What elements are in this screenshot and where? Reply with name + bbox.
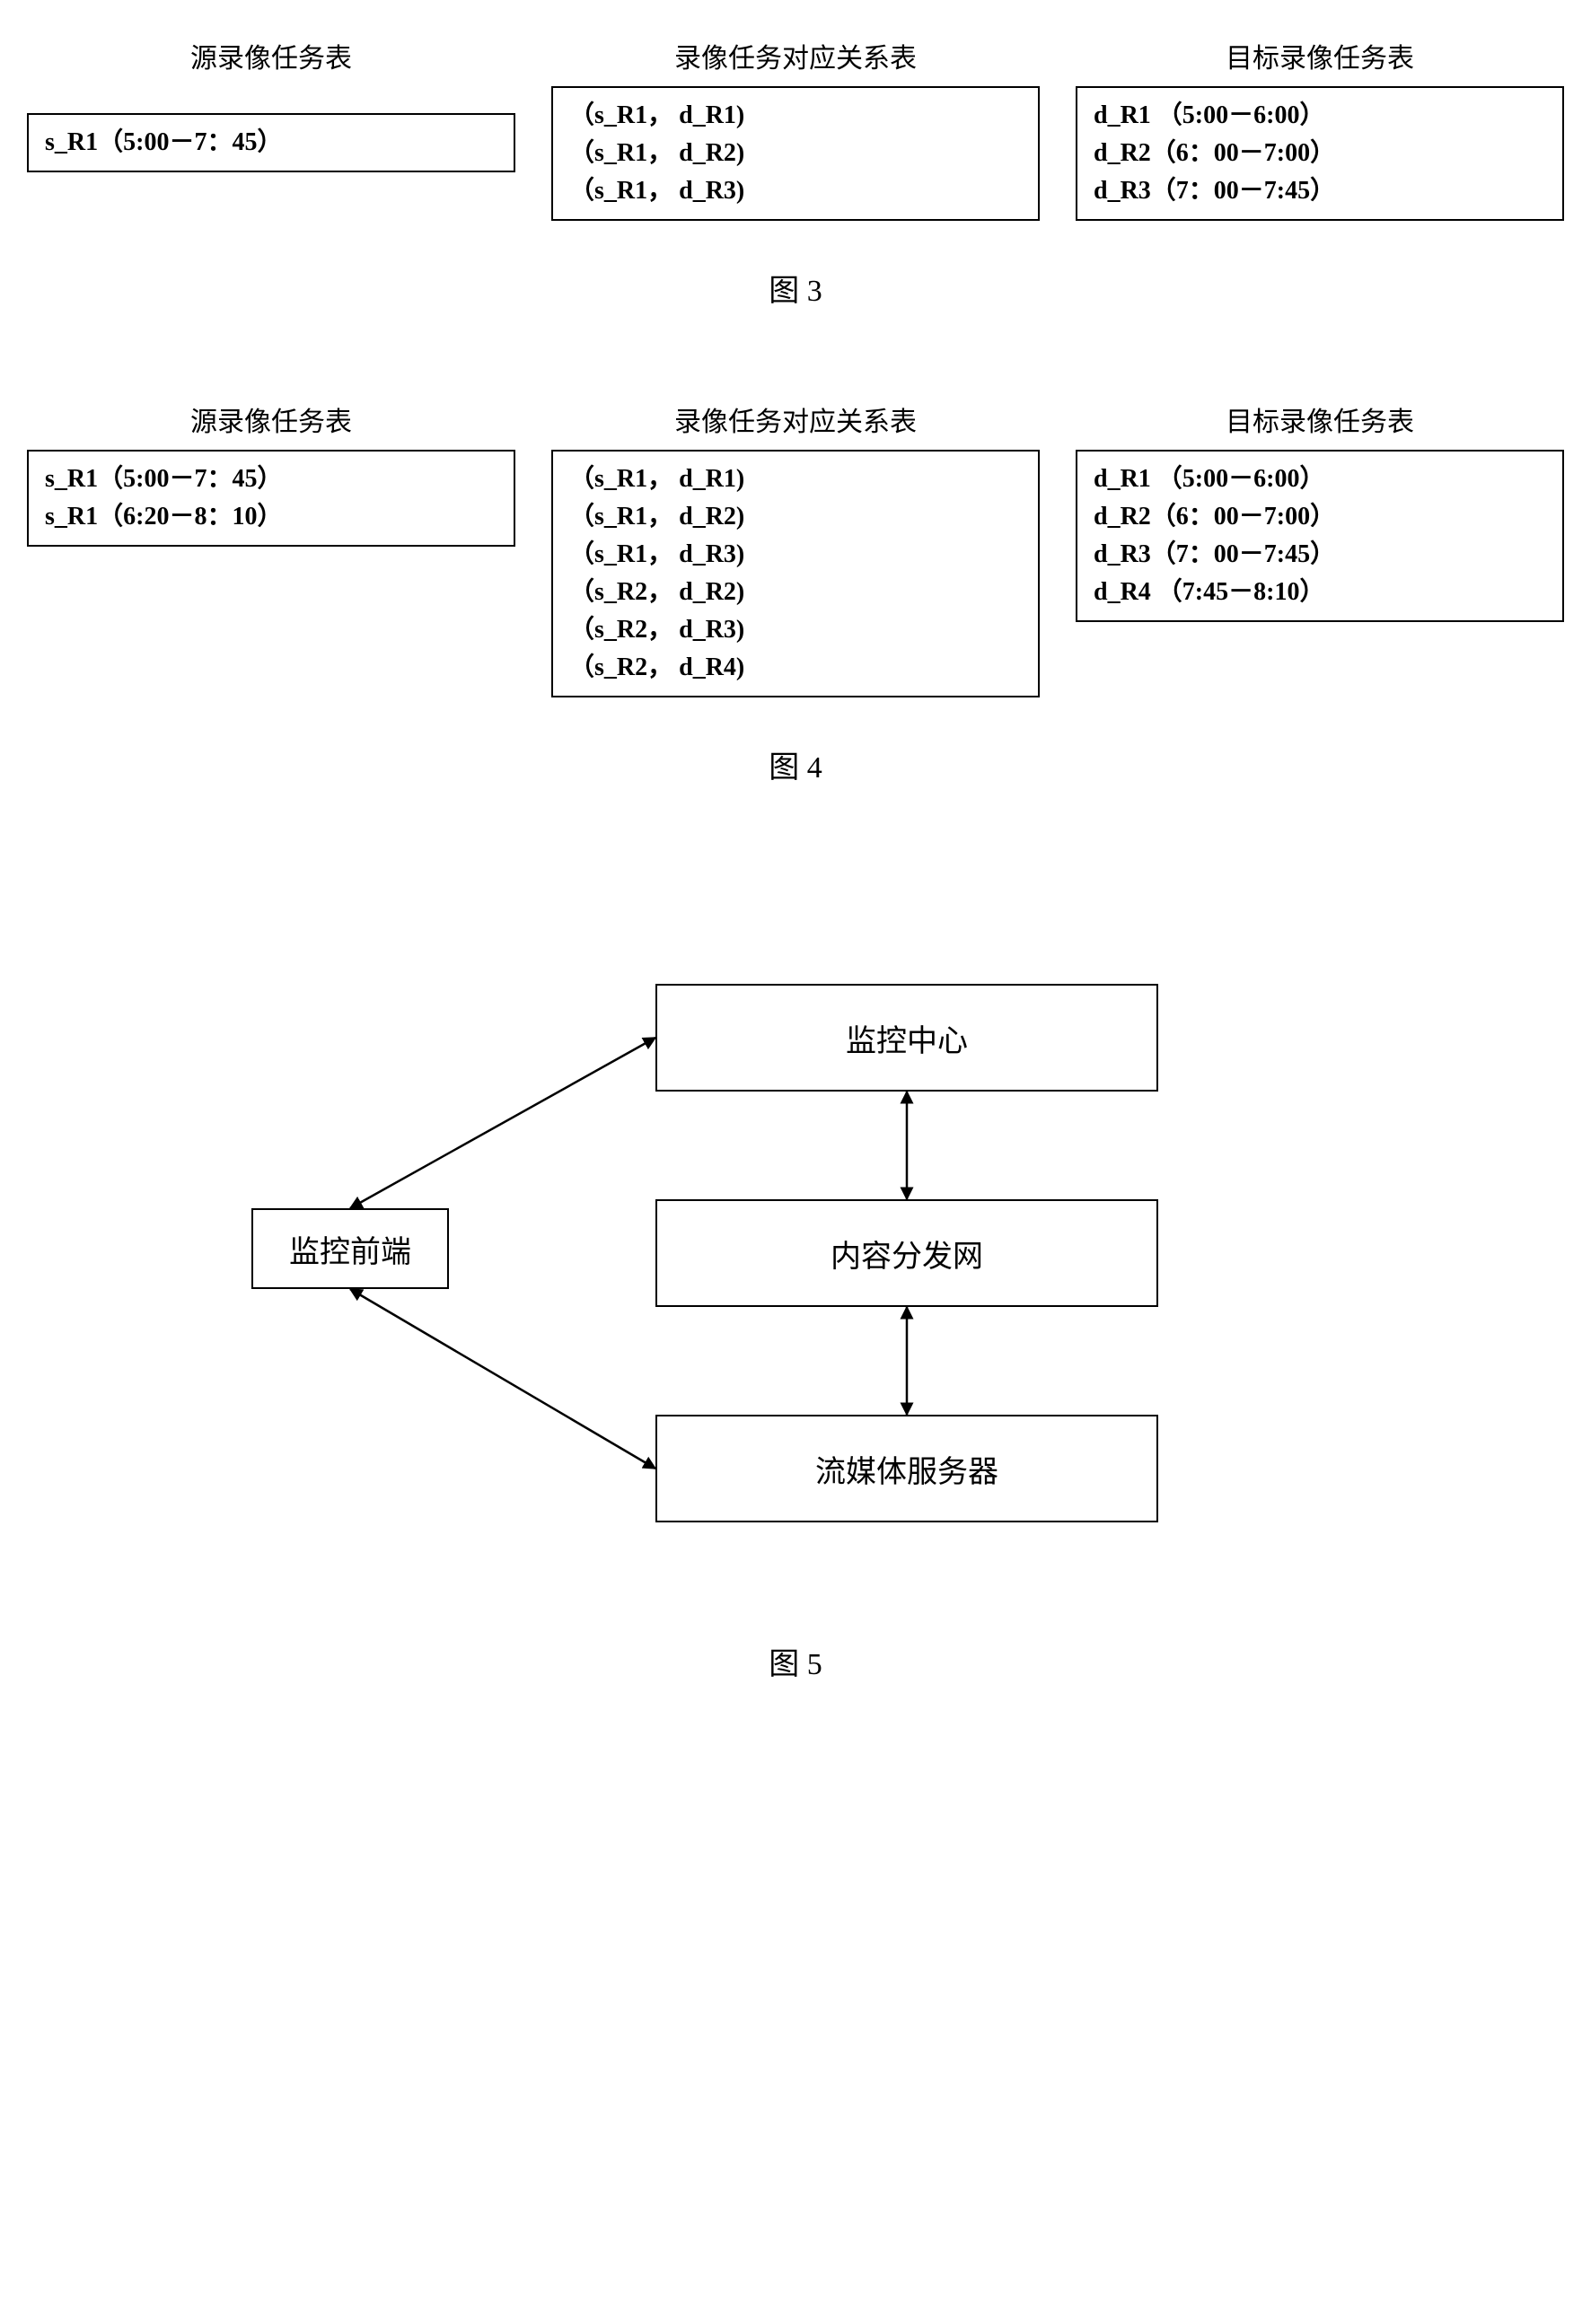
node-label: 监控中心 [846, 1016, 968, 1060]
node-label: 流媒体服务器 [815, 1447, 998, 1491]
figure-4: 源录像任务表 s_R1（5:00－7：45） s_R1（6:20－8：10） 录… [27, 399, 1564, 786]
table-row: （s_R1， d_R2) [569, 135, 1022, 172]
table-row: （s_R1， d_R1) [569, 97, 1022, 135]
fig4-table-target-title: 目标录像任务表 [1226, 399, 1414, 439]
fig4-table-map-box: （s_R1， d_R1) （s_R1， d_R2) （s_R1， d_R3) （… [551, 450, 1040, 697]
table-row: （s_R2， d_R3) [569, 611, 1022, 649]
fig3-table-source-title: 源录像任务表 [190, 36, 352, 75]
fig4-table-map: 录像任务对应关系表 （s_R1， d_R1) （s_R1， d_R2) （s_R… [551, 399, 1040, 697]
table-row: s_R1（6:20－8：10） [45, 498, 497, 536]
table-row: d_R3（7：00－7:45） [1094, 536, 1546, 574]
fig4-caption: 图 4 [27, 742, 1564, 786]
fig4-table-source: 源录像任务表 s_R1（5:00－7：45） s_R1（6:20－8：10） [27, 399, 515, 547]
table-row: d_R1 （5:00－6:00） [1094, 460, 1546, 498]
fig3-table-target-title: 目标录像任务表 [1226, 36, 1414, 75]
node-monitor-front: 监控前端 [251, 1208, 449, 1289]
fig3-table-source-box: s_R1（5:00－7：45） [27, 113, 515, 172]
table-row: （s_R2， d_R2) [569, 574, 1022, 611]
table-row: （s_R2， d_R4) [569, 649, 1022, 687]
fig4-table-source-box: s_R1（5:00－7：45） s_R1（6:20－8：10） [27, 450, 515, 547]
fig4-table-source-title: 源录像任务表 [190, 399, 352, 439]
fig4-table-map-title: 录像任务对应关系表 [674, 399, 917, 439]
fig5-flowchart: 监控前端 监控中心 内容分发网 流媒体服务器 [27, 876, 1564, 1612]
table-row: d_R2（6：00－7:00） [1094, 498, 1546, 536]
node-label: 监控前端 [289, 1227, 411, 1271]
fig3-table-map-title: 录像任务对应关系表 [674, 36, 917, 75]
table-row: （s_R1， d_R3) [569, 536, 1022, 574]
fig3-table-target-box: d_R1 （5:00－6:00） d_R2（6：00－7:00） d_R3（7：… [1076, 86, 1564, 221]
table-row: （s_R1， d_R3) [569, 172, 1022, 210]
table-row: （s_R1， d_R2) [569, 498, 1022, 536]
fig3-table-map-box: （s_R1， d_R1) （s_R1， d_R2) （s_R1， d_R3) [551, 86, 1040, 221]
fig3-tables-row: 源录像任务表 s_R1（5:00－7：45） 录像任务对应关系表 （s_R1， … [27, 36, 1564, 221]
table-row: s_R1（5:00－7：45） [45, 124, 497, 162]
fig4-table-target: 目标录像任务表 d_R1 （5:00－6:00） d_R2（6：00－7:00）… [1076, 399, 1564, 622]
fig4-tables-row: 源录像任务表 s_R1（5:00－7：45） s_R1（6:20－8：10） 录… [27, 399, 1564, 697]
fig3-caption: 图 3 [27, 266, 1564, 310]
table-row: d_R4 （7:45－8:10） [1094, 574, 1546, 611]
figure-5: 监控前端 监控中心 内容分发网 流媒体服务器 图 5 [27, 876, 1564, 1683]
fig5-caption: 图 5 [27, 1639, 1564, 1683]
fig3-table-source: 源录像任务表 s_R1（5:00－7：45） [27, 36, 515, 172]
table-row: d_R1 （5:00－6:00） [1094, 97, 1546, 135]
fig3-table-target: 目标录像任务表 d_R1 （5:00－6:00） d_R2（6：00－7:00）… [1076, 36, 1564, 221]
table-row: d_R2（6：00－7:00） [1094, 135, 1546, 172]
node-cdn: 内容分发网 [655, 1199, 1158, 1307]
node-monitor-center: 监控中心 [655, 984, 1158, 1092]
figure-3: 源录像任务表 s_R1（5:00－7：45） 录像任务对应关系表 （s_R1， … [27, 36, 1564, 310]
table-row: d_R3（7：00－7:45） [1094, 172, 1546, 210]
node-media-server: 流媒体服务器 [655, 1415, 1158, 1522]
fig3-table-map: 录像任务对应关系表 （s_R1， d_R1) （s_R1， d_R2) （s_R… [551, 36, 1040, 221]
table-row: s_R1（5:00－7：45） [45, 460, 497, 498]
fig4-table-target-box: d_R1 （5:00－6:00） d_R2（6：00－7:00） d_R3（7：… [1076, 450, 1564, 622]
table-row: （s_R1， d_R1) [569, 460, 1022, 498]
node-label: 内容分发网 [831, 1232, 983, 1276]
